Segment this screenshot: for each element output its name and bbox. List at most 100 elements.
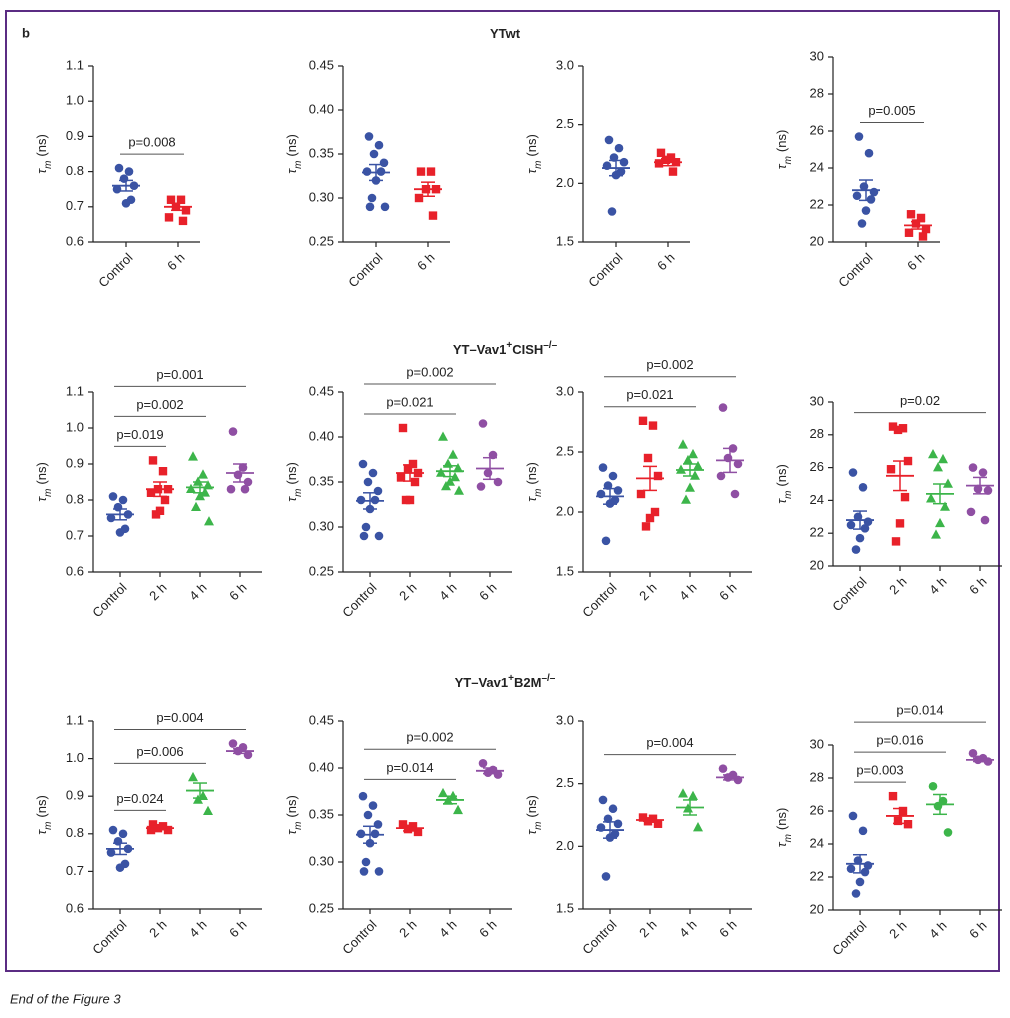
data-point bbox=[188, 771, 198, 782]
x-tick-label: 4 h bbox=[436, 580, 459, 603]
p-value: p=0.004 bbox=[646, 735, 693, 750]
y-axis-label: τm (ns) bbox=[774, 130, 794, 170]
data-point bbox=[898, 424, 908, 433]
data-point bbox=[848, 811, 858, 821]
y-tick-label: 2.5 bbox=[556, 775, 574, 790]
data-point bbox=[204, 516, 214, 526]
y-label-symbol: τ bbox=[524, 496, 539, 502]
x-tick-label: Control bbox=[89, 580, 129, 620]
row-title-part: YT–Vav1 bbox=[453, 342, 507, 357]
data-point bbox=[181, 206, 191, 215]
data-point bbox=[113, 502, 123, 512]
data-point bbox=[151, 510, 161, 519]
data-point bbox=[118, 829, 128, 839]
data-point bbox=[903, 820, 913, 829]
data-point bbox=[886, 465, 896, 474]
data-point bbox=[861, 206, 871, 215]
x-tick-label: 4 h bbox=[926, 574, 949, 597]
y-label-symbol: τ bbox=[34, 829, 49, 835]
x-tick-label: Control bbox=[835, 250, 875, 290]
data-point bbox=[688, 790, 698, 800]
data-point bbox=[718, 764, 728, 773]
data-point bbox=[203, 805, 213, 816]
y-tick-label: 26 bbox=[810, 122, 824, 137]
x-tick-label: Control bbox=[95, 250, 135, 290]
y-axis-label: τm (ns) bbox=[284, 795, 304, 835]
row-title: YT–Vav1+CISH–/– bbox=[453, 340, 558, 357]
x-tick-label: 2 h bbox=[636, 580, 659, 603]
y-label-symbol: τ bbox=[284, 829, 299, 835]
data-point bbox=[933, 462, 943, 472]
data-point bbox=[648, 421, 658, 430]
y-tick-label: 0.40 bbox=[309, 101, 334, 116]
p-value: p=0.014 bbox=[386, 760, 433, 775]
data-point bbox=[903, 456, 913, 466]
y-label-symbol: τ bbox=[524, 168, 539, 174]
y-tick-label: 0.25 bbox=[309, 900, 334, 915]
chart: 20 22 24 26 28 30 τm (ns) Control 2 h 4 h 6 h p=0.00… bbox=[774, 703, 1002, 958]
x-tick-label: 4 h bbox=[676, 580, 699, 603]
data-point bbox=[483, 468, 493, 478]
data-point bbox=[678, 788, 688, 798]
y-label-subscript: m bbox=[43, 822, 54, 830]
x-tick-label: 6 h bbox=[716, 580, 739, 603]
data-point bbox=[943, 478, 953, 488]
data-point bbox=[860, 523, 870, 533]
data-point bbox=[643, 453, 653, 463]
data-point bbox=[200, 487, 210, 497]
data-point bbox=[653, 819, 663, 828]
data-point bbox=[653, 471, 663, 481]
data-point bbox=[374, 867, 384, 876]
x-tick-label: 6 h bbox=[716, 917, 739, 940]
data-point bbox=[607, 207, 617, 216]
x-tick-label: 6 h bbox=[904, 250, 927, 273]
row-title-part: YTwt bbox=[490, 26, 521, 41]
data-point bbox=[851, 889, 861, 898]
y-tick-label: 0.9 bbox=[66, 788, 84, 803]
y-axis-label: τm (ns) bbox=[774, 808, 794, 848]
x-tick-label: 4 h bbox=[676, 917, 699, 940]
data-point bbox=[983, 486, 993, 495]
p-value: p=0.005 bbox=[868, 103, 915, 118]
y-label-subscript: m bbox=[533, 822, 544, 830]
data-point bbox=[888, 791, 898, 801]
x-tick-label: 6 h bbox=[164, 250, 187, 273]
y-tick-label: 24 bbox=[810, 835, 824, 850]
x-tick-label: 6 h bbox=[966, 918, 989, 941]
y-tick-label: 0.7 bbox=[66, 198, 84, 213]
p-value: p=0.002 bbox=[136, 397, 183, 412]
y-label-symbol: τ bbox=[774, 163, 789, 169]
p-value: p=0.002 bbox=[646, 357, 693, 372]
y-axis-label: τm (ns) bbox=[34, 462, 54, 502]
p-value: p=0.003 bbox=[856, 763, 903, 778]
data-point bbox=[904, 228, 914, 237]
y-label-subscript: m bbox=[783, 834, 794, 842]
y-label-unit: (ns) bbox=[284, 134, 299, 156]
y-tick-label: 0.35 bbox=[309, 145, 334, 160]
y-label-subscript: m bbox=[533, 489, 544, 497]
y-tick-label: 0.35 bbox=[309, 473, 334, 488]
y-tick-label: 0.30 bbox=[309, 518, 334, 533]
y-label-unit: (ns) bbox=[34, 134, 49, 156]
row-title-part: –/– bbox=[543, 340, 557, 351]
data-point bbox=[656, 148, 666, 158]
data-point bbox=[968, 463, 978, 472]
data-point bbox=[121, 198, 131, 208]
y-tick-label: 30 bbox=[810, 393, 824, 408]
data-point bbox=[848, 468, 858, 477]
data-point bbox=[661, 155, 671, 165]
data-point bbox=[943, 828, 953, 837]
row-title: YTwt bbox=[490, 26, 521, 41]
data-point bbox=[148, 820, 158, 829]
p-value: p=0.001 bbox=[156, 367, 203, 382]
chart: 0.25 0.30 0.35 0.40 0.45 τm (ns) Control 6 h bbox=[284, 57, 450, 290]
data-point bbox=[968, 748, 978, 758]
x-tick-label: 6 h bbox=[476, 580, 499, 603]
chart: 20 22 24 26 28 30 τm (ns) Control 6 h p=0.005 bbox=[774, 48, 940, 290]
y-label-unit: (ns) bbox=[774, 464, 789, 486]
y-tick-label: 0.40 bbox=[309, 428, 334, 443]
x-tick-label: Control bbox=[579, 580, 619, 620]
data-point bbox=[854, 132, 864, 141]
y-label-unit: (ns) bbox=[774, 808, 789, 830]
